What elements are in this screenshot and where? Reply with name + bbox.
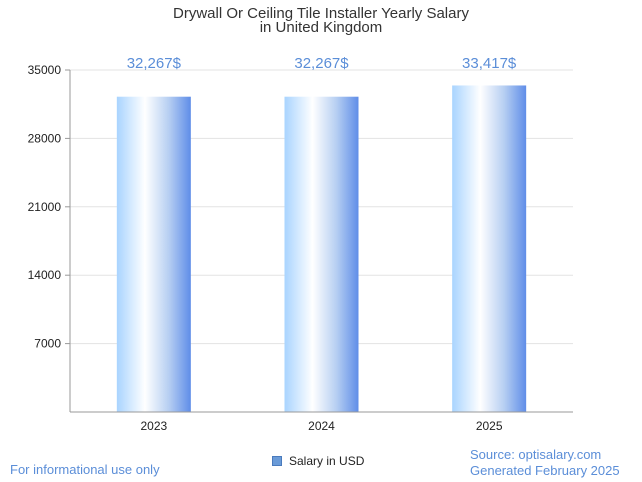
x-tick-label-2023: 2023: [140, 419, 167, 433]
y-tick-label-28000: 28000: [28, 131, 62, 145]
axes: 7000 14000 21000 28000 35000 2023 2024 2025: [28, 63, 573, 433]
data-labels: 32,267$ 32,267$ 33,417$: [127, 55, 517, 72]
legend[interactable]: Salary in USD: [272, 454, 364, 468]
source-link[interactable]: Source: optisalary.com: [470, 447, 602, 462]
legend-swatch: [272, 456, 282, 466]
bars: [116, 85, 527, 412]
data-label-2023: 32,267$: [127, 55, 182, 72]
y-tick-label-14000: 14000: [28, 268, 62, 282]
bar-2025[interactable]: [452, 85, 527, 412]
y-tick-label-7000: 7000: [34, 337, 61, 351]
data-label-2024: 32,267$: [294, 55, 349, 72]
legend-label: Salary in USD: [289, 454, 365, 468]
chart-title: Drywall Or Ceiling Tile Installer Yearly…: [173, 5, 469, 22]
generated-date: Generated February 2025: [470, 463, 620, 478]
chart-subtitle: in United Kingdom: [260, 19, 383, 36]
x-tick-label-2024: 2024: [308, 419, 335, 433]
bar-2024[interactable]: [284, 96, 359, 412]
source-block: Source: optisalary.com Generated Februar…: [470, 447, 620, 479]
data-label-2025: 33,417$: [462, 55, 517, 72]
y-tick-label-21000: 21000: [28, 200, 62, 214]
y-tick-label-35000: 35000: [28, 63, 62, 77]
disclaimer-text: For informational use only: [10, 462, 160, 477]
x-tick-label-2025: 2025: [476, 419, 503, 433]
bar-2023[interactable]: [116, 96, 191, 412]
